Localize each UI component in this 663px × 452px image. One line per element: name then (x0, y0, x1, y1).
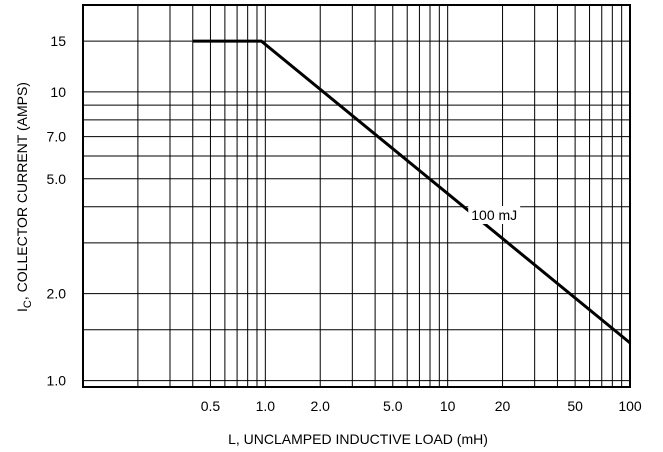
x-axis-title: L, UNCLAMPED INDUCTIVE LOAD (mH) (228, 431, 488, 447)
x-tick-label: 10 (440, 398, 456, 414)
y-axis-title-rest: , COLLECTOR CURRENT (AMPS) (14, 82, 30, 300)
x-tick-label: 100 (618, 398, 642, 414)
annotation-background (468, 205, 521, 224)
y-tick-label: 7.0 (47, 129, 67, 145)
x-tick-label: 2.0 (310, 398, 330, 414)
x-tick-label: 1.0 (256, 398, 276, 414)
y-tick-label: 10 (50, 84, 66, 100)
y-tick-label: 5.0 (47, 171, 67, 187)
x-tick-label: 20 (495, 398, 511, 414)
x-tick-labels: 0.5 1.0 2.0 5.0 10 20 50 100 (201, 398, 642, 414)
plot-frame (82, 4, 631, 388)
y-tick-label: 1.0 (47, 373, 67, 389)
y-axis-title-subscript: C (22, 300, 34, 308)
grid (83, 5, 631, 387)
y-axis-title-main: I (14, 308, 30, 312)
series-line (192, 39, 631, 345)
x-tick-label: 50 (567, 398, 583, 414)
annotation-label: 100 mJ (471, 207, 517, 223)
y-tick-label: 2.0 (47, 286, 67, 302)
x-tick-label: 0.5 (201, 398, 221, 414)
annotations: 100 mJ (468, 205, 521, 224)
y-tick-labels: 1.0 2.0 5.0 7.0 10 15 (47, 33, 67, 389)
x-tick-label: 5.0 (383, 398, 403, 414)
y-tick-label: 15 (50, 33, 66, 49)
y-axis-title: IC, COLLECTOR CURRENT (AMPS) (14, 82, 34, 312)
series-layer (192, 39, 631, 345)
